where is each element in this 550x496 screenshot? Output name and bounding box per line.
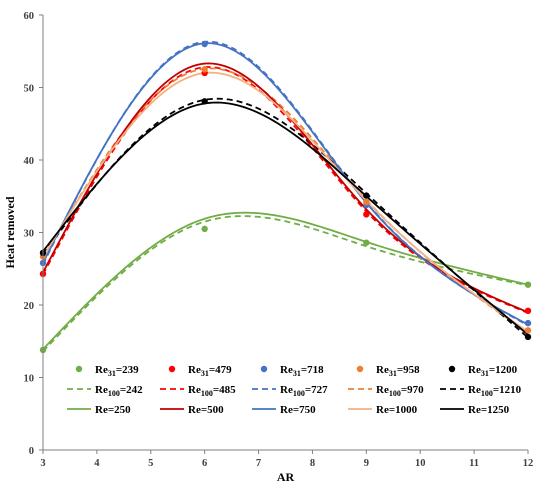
legend-item: Re31=239	[75, 364, 139, 378]
series-line	[42, 71, 529, 333]
series-line	[42, 42, 529, 326]
x-tick-label: 4	[94, 458, 100, 469]
legend-label: Re31=239	[95, 364, 139, 378]
data-point	[524, 333, 532, 341]
legend-item: Re100=970	[348, 384, 424, 398]
data-point	[201, 225, 208, 233]
y-tick-label: 50	[24, 84, 35, 95]
data-point	[524, 327, 532, 334]
x-tick-label: 9	[364, 458, 369, 469]
data-point	[363, 192, 370, 199]
legend-label: Re=250	[95, 404, 131, 416]
plot-markers	[39, 40, 532, 354]
x-axis-title: AR	[277, 470, 295, 484]
legend: Re31=239 Re31=479 Re31=718 Re31=958 Re31=120…	[67, 364, 522, 416]
data-point	[201, 66, 208, 73]
x-tick-label: 7	[256, 458, 261, 469]
data-point	[201, 98, 208, 105]
legend-marker	[356, 365, 364, 373]
series-line	[42, 101, 529, 336]
legend-label: Re100=242	[95, 384, 143, 398]
series-line	[42, 67, 529, 334]
y-tick-label: 20	[24, 301, 35, 312]
legend-label: Re100=970	[376, 384, 424, 398]
legend-label: Re=750	[280, 404, 316, 416]
legend-item: Re=1250	[440, 404, 510, 416]
x-tick-label: 6	[202, 458, 207, 469]
legend-item: Re=500	[160, 404, 224, 416]
legend-marker	[75, 365, 83, 373]
legend-item: Re100=1210	[440, 384, 522, 398]
legend-item: Re31=479	[168, 364, 232, 378]
y-tick-label: 30	[24, 229, 35, 240]
data-point	[524, 281, 532, 288]
legend-label: Re=1250	[468, 404, 510, 416]
legend-item: Re100=727	[252, 384, 328, 398]
plot-lines	[42, 40, 529, 353]
x-tick-label: 11	[469, 458, 479, 469]
legend-marker	[448, 365, 456, 373]
legend-item: Re100=485	[160, 384, 236, 398]
legend-label: Re31=958	[376, 364, 420, 378]
x-tick-label: 12	[523, 458, 534, 469]
legend-marker	[168, 365, 176, 373]
y-tick-label: 10	[24, 374, 35, 385]
legend-item: Re=250	[67, 404, 131, 416]
data-point	[524, 319, 532, 327]
legend-label: Re=1000	[376, 404, 418, 416]
data-point	[363, 211, 370, 218]
tick-labels: 3 4 5 6 7 8 9 10 11 12 0 10 20 30 40 50 60	[24, 11, 534, 469]
series-line	[42, 211, 529, 350]
x-tick-label: 8	[310, 458, 315, 469]
legend-item: Re31=718	[260, 364, 324, 378]
x-tick-label: 5	[148, 458, 153, 469]
data-point	[201, 40, 208, 48]
legend-label: Re31=718	[280, 364, 324, 378]
data-point	[363, 198, 370, 206]
legend-item: Re31=1200	[448, 364, 518, 378]
legend-item: Re=750	[252, 404, 316, 416]
x-tick-label: 10	[415, 458, 426, 469]
legend-item: Re=1000	[348, 404, 418, 416]
legend-marker	[260, 365, 268, 373]
legend-label: Re31=1200	[468, 364, 518, 378]
series-line	[42, 215, 529, 353]
legend-label: Re100=485	[188, 384, 236, 398]
legend-label: Re31=479	[188, 364, 232, 378]
y-axis-title: Heat removed	[3, 196, 17, 268]
legend-label: Re100=1210	[468, 384, 522, 398]
y-tick-label: 0	[29, 446, 34, 457]
legend-item: Re31=958	[356, 364, 420, 378]
data-point	[524, 307, 532, 314]
legend-label: Re100=727	[280, 384, 328, 398]
legend-label: Re=500	[188, 404, 224, 416]
data-point	[363, 239, 370, 246]
legend-item: Re100=242	[67, 384, 143, 398]
x-tick-label: 3	[40, 458, 45, 469]
y-tick-label: 40	[24, 156, 35, 167]
y-tick-label: 60	[24, 11, 35, 22]
